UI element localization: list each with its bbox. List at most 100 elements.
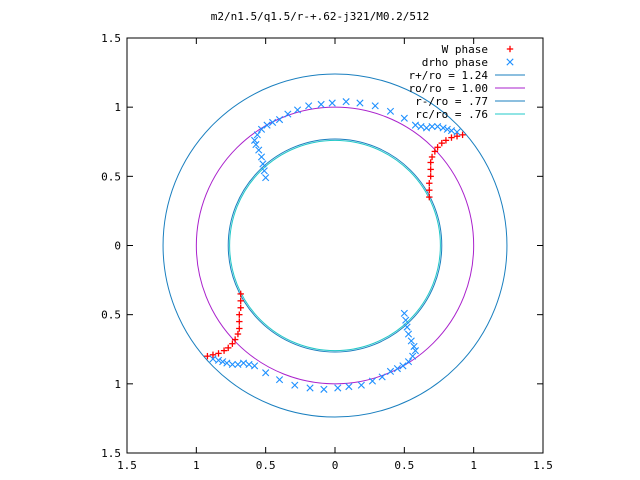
drho-phase-point (342, 98, 350, 106)
drho-phase-point (334, 384, 342, 392)
drho-phase-point (417, 122, 425, 131)
w-phase-point (231, 336, 239, 343)
drho-phase-point (250, 362, 259, 370)
circle-ro (195, 106, 475, 385)
data-markers (204, 98, 466, 393)
w-phase-point (225, 344, 232, 352)
drho-phase-point (305, 102, 313, 110)
drho-phase-point (291, 381, 299, 389)
w-phase-point (431, 148, 439, 155)
w-phase-point (236, 311, 243, 318)
drho-phase-point (439, 124, 447, 132)
drho-phase-point (252, 140, 260, 149)
drho-phase-point (443, 125, 451, 133)
legend-marker (506, 58, 514, 66)
w-phase-point (220, 347, 228, 354)
y-tick-label: 0.5 (101, 309, 121, 322)
w-phase-point (237, 304, 244, 311)
drho-phase-point (223, 359, 231, 367)
drho-phase-point (386, 367, 395, 375)
circle-r (162, 73, 508, 418)
reference-circles (162, 73, 508, 418)
drho-phase-point (399, 362, 407, 370)
drho-phase-point (262, 369, 270, 377)
w-phase-point (209, 351, 217, 358)
w-phase-point (438, 139, 445, 147)
drho-phase-point (255, 146, 263, 154)
drho-phase-point (320, 385, 328, 393)
legend-label: r-/ro = .77 (415, 95, 488, 108)
drho-phase-point (386, 107, 395, 115)
w-phase-point (229, 340, 236, 347)
drho-phase-point (328, 99, 336, 107)
drho-phase-point (250, 136, 259, 144)
drho-phase-point (219, 358, 227, 366)
x-tick-label: 0 (332, 459, 339, 472)
y-tick-label: 0.5 (101, 170, 121, 183)
w-phase-point (236, 318, 243, 325)
legend-label: ro/ro = 1.00 (409, 82, 488, 95)
y-tick-label: 0 (114, 240, 121, 253)
drho-phase-point (434, 122, 442, 131)
drho-phase-point (400, 114, 408, 122)
drho-phase-point (403, 323, 411, 331)
legend-label: rc/ro = .76 (415, 108, 488, 121)
drho-phase-point (253, 131, 261, 139)
w-phase-point (427, 166, 434, 173)
drho-phase-point (239, 359, 248, 367)
chart-title: m2/n1.5/q1.5/r-+.62-j321/M0.2/512 (211, 10, 430, 23)
drho-phase-point (257, 125, 266, 133)
drho-phase-point (409, 352, 417, 360)
drho-phase-point (275, 376, 284, 384)
w-phase-point (236, 325, 243, 332)
drho-phase-point (422, 124, 431, 132)
drho-phase-point (411, 347, 420, 355)
drho-phase-point (428, 122, 436, 131)
drho-phase-point (357, 381, 365, 389)
w-phase-point (237, 297, 244, 305)
drho-phase-point (262, 174, 270, 182)
w-phase-point (448, 134, 455, 141)
y-tick-label: 1.5 (101, 32, 121, 45)
w-phase-point (215, 350, 222, 357)
drho-phase-point (407, 337, 415, 345)
y-tick-label: 1.5 (101, 447, 121, 460)
x-tick-label: 1.5 (533, 459, 553, 472)
drho-phase-point (214, 356, 223, 364)
drho-phase-point (368, 377, 377, 385)
w-phase-point (427, 159, 434, 166)
drho-phase-point (260, 167, 268, 175)
legend-label: W phase (442, 43, 488, 56)
drho-phase-point (402, 316, 410, 324)
w-phase-point (426, 186, 433, 194)
drho-phase-point (371, 102, 379, 110)
y-tick-label: 1 (114, 378, 121, 391)
drho-phase-point (269, 118, 277, 126)
drho-phase-point (453, 128, 461, 136)
y-tick-label: 1 (114, 101, 121, 114)
axis-ticks: 1.5 1 0.5 0 0.5 1 1.51.510.500.511.5 (101, 32, 553, 472)
x-tick-label: 0.5 (394, 459, 414, 472)
w-phase-point (234, 330, 242, 338)
drho-phase-point (228, 360, 236, 369)
drho-phase-point (378, 373, 386, 381)
drho-phase-point (400, 309, 408, 317)
x-tick-label: 1.5 (117, 459, 137, 472)
w-phase-point (237, 290, 244, 298)
w-phase-point (427, 173, 434, 180)
legend-marker (506, 45, 514, 53)
drho-phase-point (263, 121, 271, 129)
drho-phase-point (234, 360, 242, 369)
w-phase-point (434, 144, 441, 151)
drho-phase-point (306, 384, 314, 392)
drho-phase-point (447, 127, 456, 135)
w-phase-point (453, 133, 461, 140)
w-phase-point (426, 193, 433, 201)
x-tick-label: 0.5 (256, 459, 276, 472)
drho-phase-point (411, 121, 420, 129)
drho-phase-point (284, 110, 292, 118)
drho-phase-point (410, 342, 418, 351)
drho-phase-point (345, 383, 353, 391)
